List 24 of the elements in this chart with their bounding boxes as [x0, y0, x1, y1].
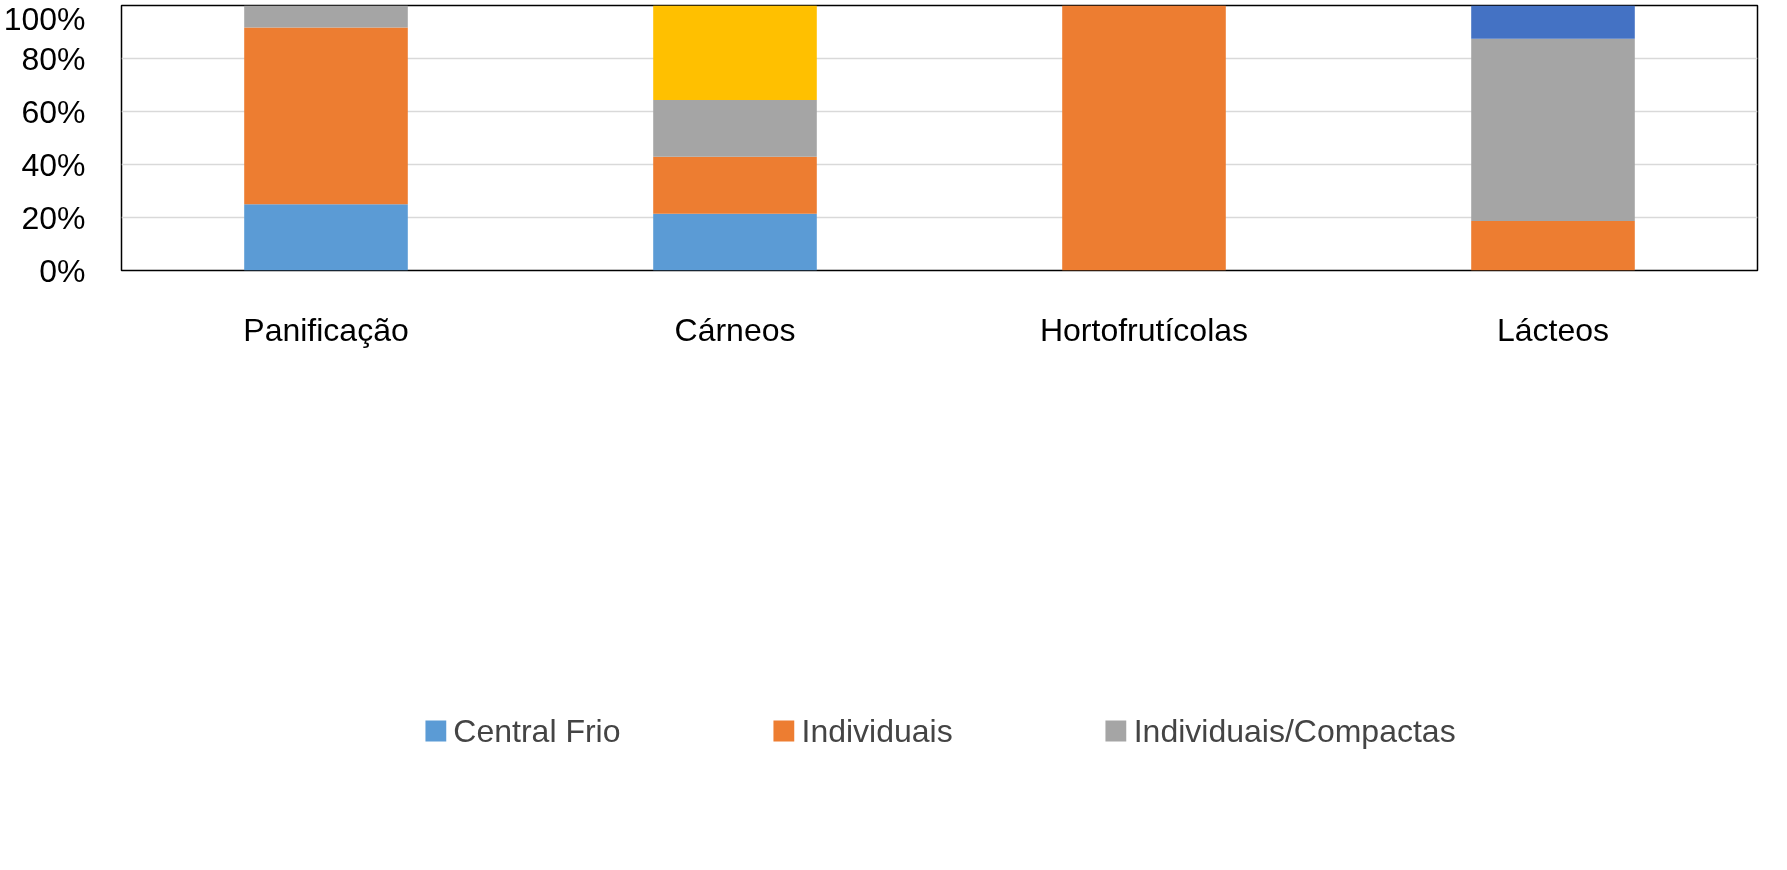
x-tick-label: Panificação [243, 311, 409, 348]
bar [1471, 5, 1635, 39]
y-tick-label: 40% [21, 146, 86, 183]
legend-label: Central Frio [453, 712, 621, 750]
y-tick-label: 0% [39, 252, 86, 289]
bar [244, 27, 408, 205]
bar [1471, 38, 1635, 221]
x-tick-label: Hortofrutícolas [1039, 311, 1249, 348]
y-tick-label: 20% [21, 199, 86, 236]
x-tick-label: Lácteos [1496, 311, 1610, 348]
bar [1471, 220, 1635, 271]
y-tick-label: 80% [21, 40, 86, 77]
bar [244, 5, 408, 28]
bar [244, 204, 408, 271]
y-tick-label: 100% [3, 0, 86, 37]
bar [653, 156, 817, 214]
legend-label: Individuais [801, 712, 953, 750]
bar [653, 5, 817, 101]
bar [1062, 5, 1226, 271]
y-tick-label: 60% [21, 93, 86, 130]
bar [653, 100, 817, 157]
bar [653, 213, 817, 271]
x-tick-label: Cárneos [674, 311, 796, 348]
legend-label: Individuais/Compactas [1133, 712, 1456, 750]
